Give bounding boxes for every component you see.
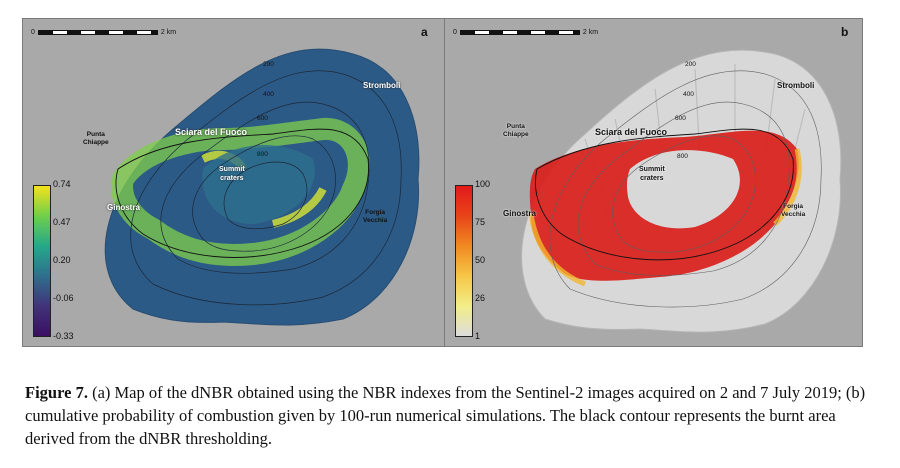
contour-label-800: 800 bbox=[677, 153, 688, 160]
legend-tick: 1 bbox=[475, 331, 481, 341]
scale-right-label: 2 km bbox=[160, 29, 177, 36]
panel-letter-b: b bbox=[841, 25, 849, 39]
burn-edge-yellow bbox=[528, 148, 802, 287]
legend-tick: 26 bbox=[475, 293, 486, 303]
crater-area bbox=[202, 145, 315, 224]
label-sciara: Sciara del Fuoco bbox=[595, 127, 668, 137]
label-summit: Summit craters bbox=[219, 166, 245, 182]
legend-tick: 75 bbox=[475, 217, 486, 227]
scale-bar-b: 0 2 km bbox=[453, 29, 598, 36]
contour-label-600: 600 bbox=[675, 115, 686, 122]
caption-text: (a) Map of the dNBR obtained using the N… bbox=[25, 383, 866, 448]
label-summit: Summit craters bbox=[639, 166, 665, 182]
legend-tick: 50 bbox=[475, 255, 486, 265]
contour-label-200: 200 bbox=[263, 61, 274, 68]
label-ginostra: Ginostra bbox=[107, 203, 140, 212]
contour-label-600: 600 bbox=[257, 115, 268, 122]
contour-lines bbox=[130, 70, 402, 306]
label-punta-chiappe: Punta Chiappe bbox=[503, 123, 529, 138]
scale-bar-a: 0 2 km bbox=[31, 29, 176, 36]
contour-label-800: 800 bbox=[257, 151, 268, 158]
label-forgia-vecchia: Forgia Vecchia bbox=[363, 209, 388, 224]
label-punta-chiappe: Punta Chiappe bbox=[83, 131, 109, 146]
contour-label-200: 200 bbox=[685, 61, 696, 68]
legend-tick: 0.20 bbox=[53, 255, 71, 265]
scale-left-label: 0 bbox=[31, 29, 35, 36]
figure-caption: Figure 7. (a) Map of the dNBR obtained u… bbox=[25, 381, 885, 450]
legend-tick: -0.33 bbox=[53, 331, 74, 341]
scale-bar-graphic bbox=[459, 29, 580, 35]
dnbr-map bbox=[104, 48, 420, 326]
probability-map bbox=[521, 49, 842, 333]
caption-label: Figure 7. bbox=[25, 383, 88, 402]
scale-left-label: 0 bbox=[453, 29, 457, 36]
burnt-contour-b bbox=[535, 128, 794, 261]
map-panel-a: 0 2 km a Stromboli Sciara del Fuoco Punta… bbox=[22, 18, 445, 347]
label-stromboli: Stromboli bbox=[363, 81, 401, 90]
contour-label-400: 400 bbox=[683, 91, 694, 98]
label-ginostra: Ginostra bbox=[503, 209, 536, 218]
label-stromboli: Stromboli bbox=[777, 81, 815, 90]
label-forgia-vecchia: Forgia Vecchia bbox=[781, 203, 806, 218]
label-sciara: Sciara del Fuoco bbox=[175, 127, 248, 137]
colorbar-b bbox=[455, 185, 473, 337]
legend-tick: 100 bbox=[475, 179, 491, 189]
map-panel-b: 0 2 km b Stromboli Sciara del Fuoco Punta… bbox=[444, 18, 863, 347]
crater-unburnt bbox=[626, 150, 740, 229]
legend-tick: -0.06 bbox=[53, 293, 74, 303]
contour-lines-b bbox=[549, 70, 822, 308]
contour-label-400: 400 bbox=[263, 91, 274, 98]
scale-bar-graphic bbox=[37, 29, 158, 35]
panel-letter-a: a bbox=[421, 25, 428, 39]
scale-right-label: 2 km bbox=[582, 29, 599, 36]
legend-tick: 0.74 bbox=[53, 179, 71, 189]
colorbar-a bbox=[33, 185, 51, 337]
legend-tick: 0.47 bbox=[53, 217, 71, 227]
burnt-contour bbox=[115, 128, 369, 258]
